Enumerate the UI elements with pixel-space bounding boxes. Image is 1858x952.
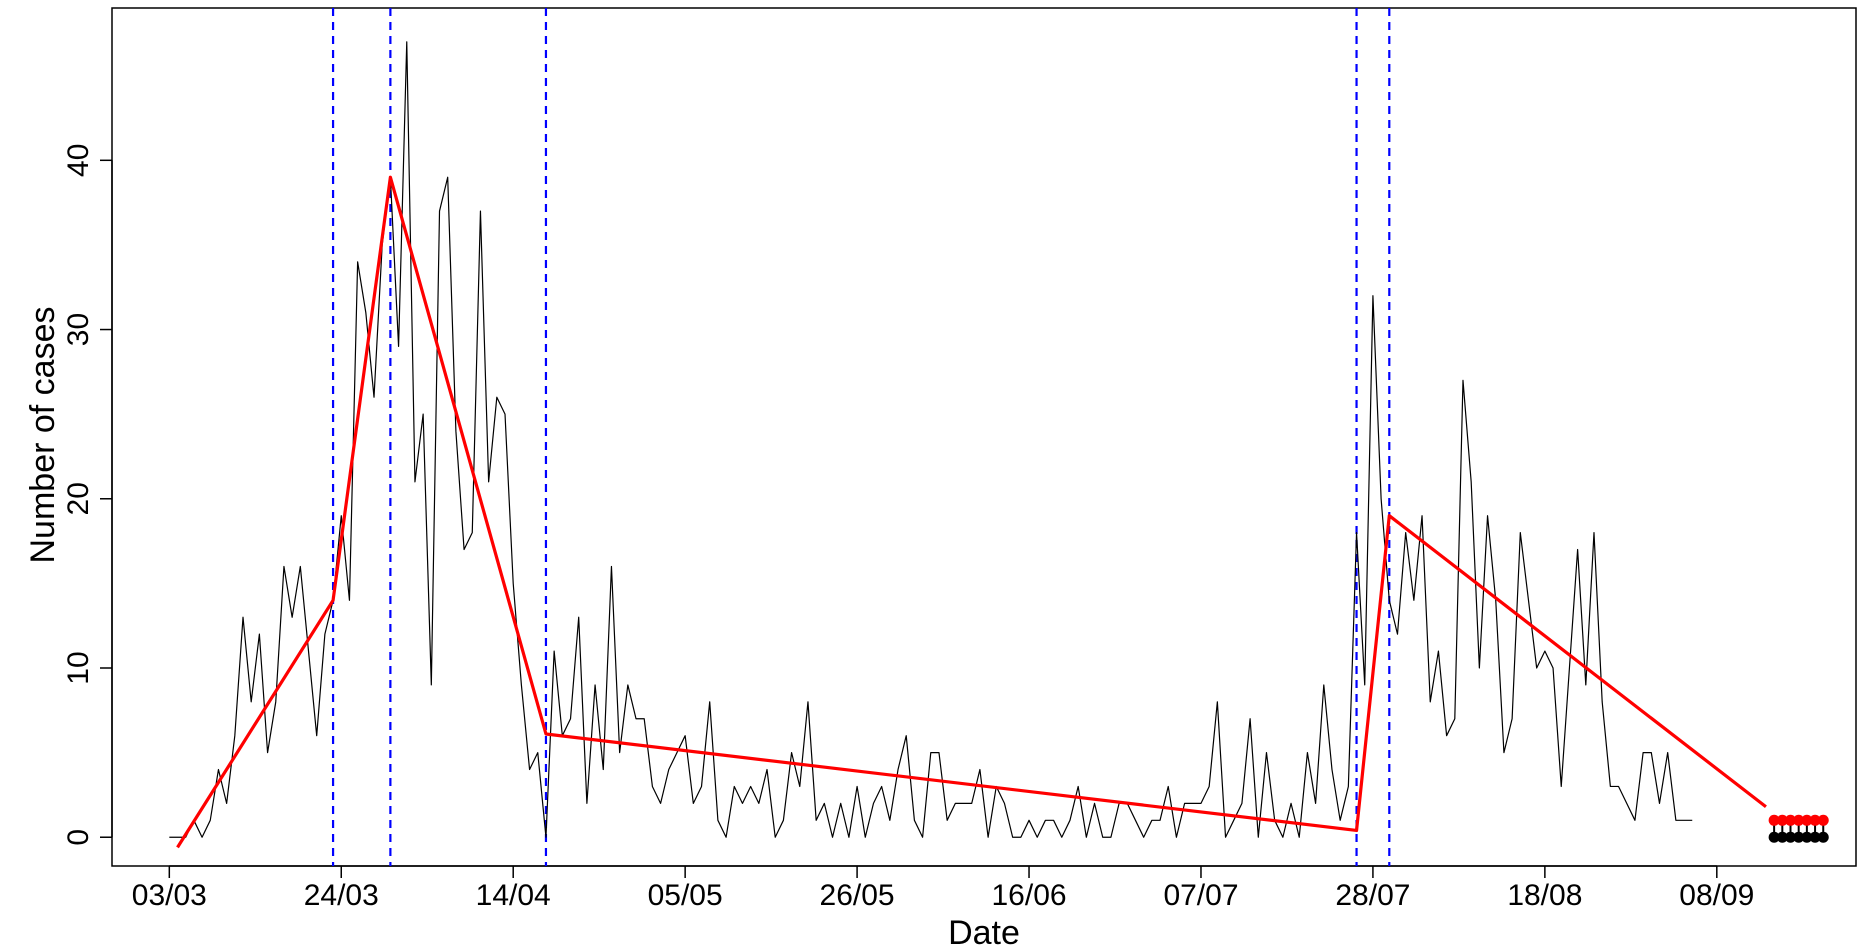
x-tick-label: 28/07 bbox=[1335, 879, 1410, 912]
future-point-lower bbox=[1784, 831, 1796, 843]
y-tick-label: 10 bbox=[62, 651, 95, 684]
future-point-lower bbox=[1801, 831, 1813, 843]
y-tick-label: 0 bbox=[62, 829, 95, 846]
x-tick-label: 24/03 bbox=[304, 879, 379, 912]
y-tick-label: 20 bbox=[62, 482, 95, 515]
y-tick-label: 30 bbox=[62, 313, 95, 346]
observed-series bbox=[169, 41, 1693, 838]
future-point-upper bbox=[1809, 814, 1821, 826]
plot-frame bbox=[111, 7, 1857, 867]
future-point-lower bbox=[1809, 831, 1821, 843]
fitted-line bbox=[176, 175, 1767, 849]
future-point-upper bbox=[1817, 814, 1829, 826]
future-point-upper bbox=[1801, 814, 1813, 826]
x-tick-label: 14/04 bbox=[476, 879, 551, 912]
future-point-lower bbox=[1817, 831, 1829, 843]
changepoint-lines bbox=[331, 8, 1391, 866]
x-axis-title: Date bbox=[948, 914, 1020, 952]
x-tick-label: 18/08 bbox=[1507, 879, 1582, 912]
future-point-upper bbox=[1793, 814, 1805, 826]
future-point-lower bbox=[1776, 831, 1788, 843]
x-tick-label: 05/05 bbox=[648, 879, 723, 912]
future-point-upper bbox=[1768, 814, 1780, 826]
future-points bbox=[1768, 814, 1829, 843]
x-tick-label: 26/05 bbox=[820, 879, 895, 912]
x-tick-label: 08/09 bbox=[1679, 879, 1754, 912]
x-axis: 03/03 24/03 14/04 05/05 26/05 16/06 07/07 28/07… bbox=[132, 865, 1754, 912]
y-axis-title: Number of cases bbox=[24, 307, 62, 564]
future-point-upper bbox=[1784, 814, 1796, 826]
observed-line bbox=[169, 41, 1693, 838]
future-point-lower bbox=[1768, 831, 1780, 843]
y-tick-label: 40 bbox=[62, 144, 95, 177]
x-tick-label: 03/03 bbox=[132, 879, 207, 912]
future-point-lower bbox=[1793, 831, 1805, 843]
fitted-series bbox=[176, 175, 1767, 849]
x-tick-label: 07/07 bbox=[1163, 879, 1238, 912]
x-tick-label: 16/06 bbox=[991, 879, 1066, 912]
y-axis: 0 10 20 30 40 bbox=[62, 144, 113, 846]
future-point-upper bbox=[1776, 814, 1788, 826]
